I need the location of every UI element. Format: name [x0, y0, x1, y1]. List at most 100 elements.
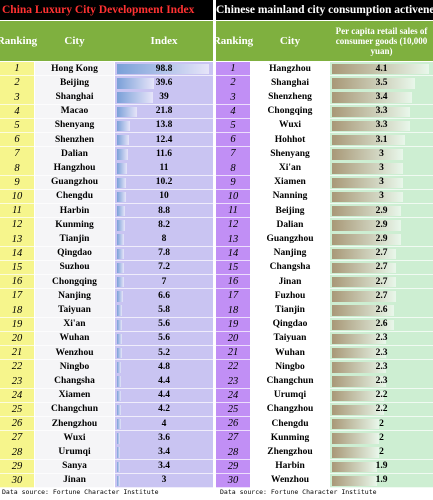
- luxury-rank: 8: [0, 161, 34, 176]
- consumption-rank: 11: [216, 204, 250, 219]
- consumption-city: Changchun: [251, 374, 329, 389]
- luxury-row: 28 Urumqi 3.4: [0, 445, 213, 460]
- consumption-value-cell: 2: [330, 431, 433, 446]
- luxury-rank: 11: [0, 204, 34, 219]
- luxury-value-cell: 4.4: [115, 374, 213, 389]
- luxury-city: Hong Kong: [35, 62, 114, 77]
- luxury-value-cell: 8.2: [115, 218, 213, 233]
- luxury-value-label: 5.6: [158, 319, 170, 330]
- consumption-value-cell: 3.5: [330, 76, 433, 91]
- luxury-city: Xi'an: [35, 317, 114, 332]
- consumption-footer: Data source: Fortune Character Institute: [220, 488, 377, 496]
- consumption-row: 30 Wenzhou 1.9: [216, 473, 433, 489]
- consumption-row: 5 Wuxi 3.3: [216, 118, 433, 134]
- consumption-value-cell: 2.9: [330, 232, 433, 247]
- consumption-bar: [332, 433, 380, 444]
- consumption-row: 19 Qingdao 2.6: [216, 317, 433, 332]
- consumption-value-label: 3: [379, 191, 384, 202]
- consumption-rank: 18: [216, 303, 250, 318]
- consumption-city: Shenzheng: [251, 90, 329, 105]
- luxury-city: Qingdao: [35, 246, 114, 261]
- luxury-value-cell: 5.6: [115, 331, 213, 347]
- consumption-value-cell: 3: [330, 189, 433, 205]
- luxury-city: Harbin: [35, 204, 114, 219]
- consumption-row: 1 Hangzhou 4.1: [216, 62, 433, 77]
- consumption-value-label: 3.5: [375, 77, 388, 88]
- consumption-value-label: 2.6: [375, 319, 388, 330]
- consumption-city: Nanjing: [251, 246, 329, 261]
- luxury-value-label: 39: [159, 92, 169, 103]
- luxury-bar: [117, 120, 130, 132]
- consumption-row: 23 Changchun 2.3: [216, 374, 433, 389]
- consumption-bar: [332, 120, 411, 132]
- consumption-bar: [332, 262, 396, 274]
- luxury-row: 3 Shanghai 39: [0, 90, 213, 105]
- consumption-value-cell: 2.3: [330, 346, 433, 361]
- luxury-bar: [117, 220, 125, 231]
- luxury-value-label: 11: [159, 163, 169, 174]
- consumption-value-cell: 3.4: [330, 90, 433, 105]
- luxury-value-cell: 3.4: [115, 445, 213, 460]
- luxury-city: Suzhou: [35, 260, 114, 276]
- consumption-title: Chinese mainland city consumption active…: [216, 0, 433, 20]
- luxury-value-cell: 98.8: [115, 62, 213, 77]
- consumption-city: Beijing: [251, 204, 329, 219]
- luxury-bar: [117, 64, 209, 75]
- consumption-city: Xi'an: [251, 161, 329, 176]
- luxury-city: Wuhan: [35, 331, 114, 347]
- consumption-rank-header: Ranking: [212, 35, 254, 47]
- consumption-bar: [332, 78, 415, 89]
- luxury-city: Kunming: [35, 218, 114, 233]
- luxury-rank: 24: [0, 388, 34, 403]
- luxury-value-label: 4.2: [158, 404, 170, 415]
- consumption-bar: [332, 191, 403, 203]
- luxury-city: Zhengzhou: [35, 417, 114, 432]
- consumption-value-label: 3: [379, 163, 384, 174]
- luxury-rank: 9: [0, 175, 34, 190]
- consumption-rank: 23: [216, 374, 250, 389]
- consumption-row: 27 Kunming 2: [216, 431, 433, 446]
- luxury-rank: 26: [0, 417, 34, 432]
- consumption-value-label: 3: [379, 148, 384, 159]
- consumption-city: Ningbo: [251, 360, 329, 375]
- consumption-rank: 30: [216, 473, 250, 489]
- luxury-rank: 23: [0, 374, 34, 389]
- consumption-bar: [332, 305, 394, 316]
- luxury-row: 10 Chengdu 10: [0, 189, 213, 205]
- consumption-value-label: 2.3: [375, 333, 388, 344]
- luxury-value-cell: 5.8: [115, 303, 213, 318]
- consumption-city: Taiyuan: [251, 331, 329, 347]
- consumption-value-label: 3.1: [375, 134, 388, 145]
- consumption-bar: [332, 461, 377, 472]
- consumption-bar: [332, 348, 387, 359]
- luxury-city: Guangzhou: [35, 175, 114, 190]
- consumption-row: 22 Ningbo 2.3: [216, 360, 433, 375]
- luxury-bar: [117, 78, 154, 89]
- consumption-value-label: 2.7: [375, 262, 388, 273]
- luxury-city: Wuxi: [35, 431, 114, 446]
- consumption-city-header: City: [279, 35, 301, 47]
- consumption-value-cell: 2.2: [330, 388, 433, 403]
- consumption-rank: 19: [216, 317, 250, 332]
- consumption-city: Fuzhou: [251, 289, 329, 304]
- consumption-row: 8 Xi'an 3: [216, 161, 433, 176]
- consumption-city: Chongqing: [251, 104, 329, 119]
- luxury-bar: [117, 362, 122, 373]
- luxury-city: Xiamen: [35, 388, 114, 403]
- luxury-bar: [117, 234, 125, 245]
- consumption-value-cell: 2.3: [330, 331, 433, 347]
- luxury-row: 15 Suzhou 7.2: [0, 260, 213, 276]
- panel-divider: [213, 0, 216, 500]
- luxury-bar: [117, 305, 123, 316]
- luxury-bar: [117, 248, 125, 259]
- consumption-value-cell: 3.1: [330, 133, 433, 148]
- consumption-row: 20 Taiyuan 2.3: [216, 331, 433, 347]
- luxury-rank: 13: [0, 232, 34, 247]
- consumption-rows: 1 Hangzhou 4.1 2 Shanghai 3.5 3 Shenzheng 3.4 4 Ch…: [216, 62, 433, 489]
- consumption-row: 7 Shenyang 3: [216, 147, 433, 162]
- luxury-row: 17 Nanjing 6.6: [0, 289, 213, 304]
- luxury-row: 18 Taiyuan 5.8: [0, 303, 213, 318]
- consumption-value-label: 4.1: [375, 63, 388, 74]
- luxury-value-label: 10.2: [155, 177, 173, 188]
- luxury-row: 11 Harbin 8.8: [0, 204, 213, 219]
